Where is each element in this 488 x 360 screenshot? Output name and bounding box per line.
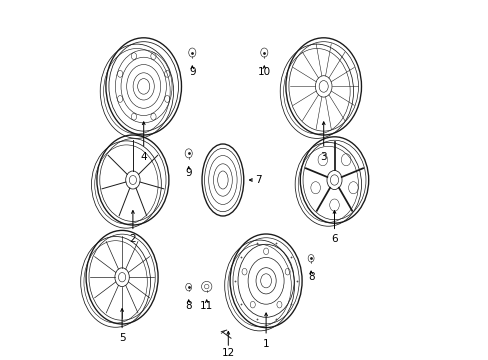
Text: 10: 10 bbox=[257, 67, 270, 77]
Text: 8: 8 bbox=[185, 301, 192, 311]
Text: 8: 8 bbox=[307, 272, 314, 282]
Text: 11: 11 bbox=[200, 301, 213, 311]
Text: 3: 3 bbox=[320, 152, 326, 162]
Text: 5: 5 bbox=[119, 333, 125, 343]
Text: 2: 2 bbox=[129, 234, 136, 244]
Text: 4: 4 bbox=[140, 152, 147, 162]
Text: 1: 1 bbox=[262, 339, 269, 349]
Text: 9: 9 bbox=[185, 168, 192, 178]
Text: 6: 6 bbox=[330, 234, 337, 244]
Text: 12: 12 bbox=[221, 348, 234, 358]
Text: 7: 7 bbox=[255, 175, 262, 185]
Text: 9: 9 bbox=[188, 67, 195, 77]
